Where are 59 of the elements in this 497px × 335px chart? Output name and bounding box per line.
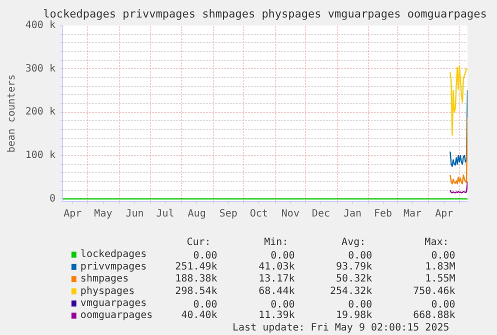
legend-label: privvmpages [80, 261, 147, 272]
text: Avg: [342, 237, 366, 248]
text: 0.00 [193, 250, 218, 262]
text: 0.00 [270, 250, 295, 262]
y-tick-label: 100 k [25, 150, 56, 162]
text: 1.55M [425, 274, 456, 285]
text: 750.46k [413, 286, 456, 297]
legend-label: lockedpages [80, 249, 147, 260]
text: Last update: Fri May 9 02:00:15 2025 [232, 322, 450, 334]
x-tick-label: Oct [250, 208, 268, 220]
x-tick-label: Dec [312, 208, 330, 220]
text: Max: [424, 237, 449, 248]
text: 0.00 [431, 300, 456, 310]
text: 0.00 [270, 300, 295, 310]
legend-label: oomguarpages [80, 310, 153, 322]
text: 40.40k [181, 310, 218, 322]
x-tick-label: Mar [404, 208, 422, 220]
text: 668.88k [413, 310, 456, 322]
x-tick-label: Aug [188, 208, 206, 220]
text: 298.54k [175, 286, 218, 297]
x-tick-label: Sep [219, 208, 238, 220]
text: 251.49k [175, 261, 218, 272]
text: 68.44k [258, 286, 295, 297]
text: 188.38k [175, 274, 218, 285]
text: 19.98k [336, 310, 372, 322]
x-tick-label: Jun [126, 208, 144, 220]
text: 11.39k [258, 310, 295, 322]
line-series [450, 65, 468, 136]
text: 50.32k [336, 274, 372, 285]
y-tick-label: 400 k [25, 20, 56, 31]
x-tick-label: Apr [64, 208, 82, 220]
legend-label: physpages [80, 286, 135, 297]
x-tick-label: Apr [435, 208, 454, 220]
text: 41.03k [258, 261, 295, 272]
y-tick-label: 0 [49, 193, 56, 204]
text: Min: [264, 237, 288, 248]
x-tick-label: Nov [281, 208, 300, 220]
y-tick-label: 300 k [25, 63, 56, 74]
x-tick-label: May [94, 208, 112, 220]
chart-title: lockedpages privvmpages shmpages physpages vmguarpages oomguarpages [43, 8, 487, 20]
line-series [450, 180, 468, 194]
x-tick-label: Feb [374, 208, 392, 220]
line-series [450, 116, 468, 184]
text: 254.32k [330, 286, 372, 297]
legend-label: shmpages [80, 274, 129, 285]
x-tick-label: Jan [343, 208, 362, 220]
legend-label: vmguarpages [80, 298, 147, 309]
text: 0.00 [348, 300, 372, 310]
y-tick-label: 200 k [25, 106, 56, 118]
text: 1.83M [425, 261, 456, 272]
x-tick-label: Jul [156, 208, 174, 220]
y-axis-title: bean counters [6, 74, 18, 153]
line-series [450, 89, 468, 167]
text: 0.00 [193, 300, 218, 310]
text: Cur: [186, 237, 211, 248]
text: 13.17k [258, 274, 295, 285]
text: 0.00 [348, 250, 372, 262]
text: 93.79k [336, 261, 372, 272]
text: 0.00 [431, 250, 456, 262]
